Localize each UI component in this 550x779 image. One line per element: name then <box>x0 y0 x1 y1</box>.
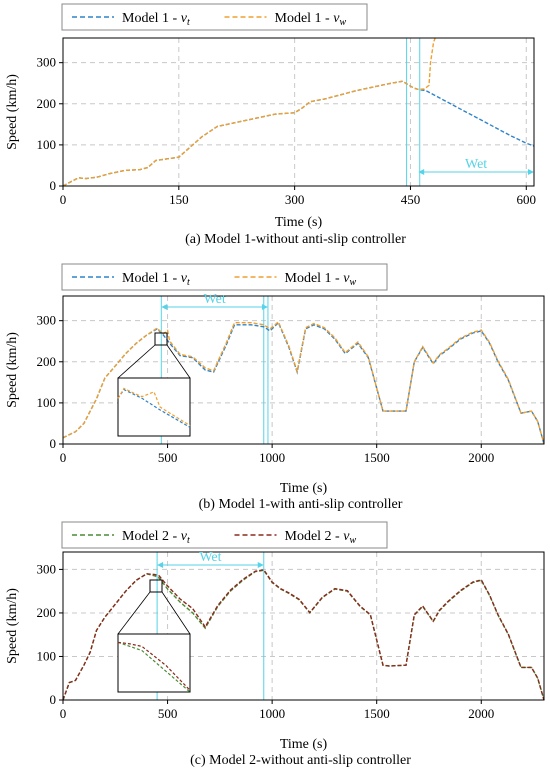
y-axis-label: Speed (km/h) <box>5 74 20 150</box>
legend-label-sub: w <box>339 17 346 28</box>
legend-label-text: Model 2 - <box>122 529 181 544</box>
x-tick-label: 1000 <box>259 450 285 465</box>
x-tick-label: 500 <box>158 706 178 721</box>
inset-series-line-vw <box>117 641 191 691</box>
x-axis-label: Time (s) <box>275 215 323 230</box>
plot-frame <box>62 295 545 445</box>
legend-label-var: v <box>343 529 350 544</box>
zoom-connector <box>117 591 151 635</box>
y-tick-label: 200 <box>37 354 57 369</box>
x-tick-label: 1500 <box>364 450 390 465</box>
wet-arrow-left <box>418 169 425 175</box>
chart-c: 0 500 1000 1500 2000 0 100 200 300 Time (s) Speed … <box>5 521 545 768</box>
legend-label: Model 2 - vw <box>285 529 357 546</box>
y-tick-label: 300 <box>37 55 57 70</box>
zoom-connector <box>166 344 191 379</box>
legend-label: Model 1 - vw <box>285 271 357 288</box>
y-tick-label: 0 <box>50 692 57 707</box>
legend-label: Model 2 - vt <box>122 529 190 546</box>
series-line-vw <box>62 569 545 701</box>
legend-label-var: v <box>333 11 340 26</box>
x-tick-label: 500 <box>158 450 178 465</box>
legend-label-var: v <box>181 11 188 26</box>
inset-series-line-vt <box>117 641 191 693</box>
wet-arrow-left <box>157 562 164 568</box>
y-tick-label: 100 <box>37 395 57 410</box>
y-tick-label: 100 <box>37 137 57 152</box>
legend-label: Model 1 - vt <box>122 271 190 288</box>
legend: Model 1 - vt Model 1 - vw <box>61 3 368 31</box>
legend: Model 2 - vt Model 2 - vw <box>61 521 388 549</box>
legend-label: Model 1 - vt <box>122 11 190 28</box>
legend-label-text: Model 1 - <box>122 11 181 26</box>
wet-label: Wet <box>204 292 226 307</box>
x-tick-label: 0 <box>60 706 67 721</box>
wet-arrow-right <box>257 562 264 568</box>
x-tick-label: 0 <box>60 450 67 465</box>
y-tick-label: 100 <box>37 648 57 663</box>
legend-label-var: v <box>181 271 188 286</box>
wet-arrow-right <box>261 304 268 310</box>
series-line-vw <box>62 37 436 187</box>
legend-label-var: v <box>181 529 188 544</box>
legend-label-text: Model 1 - <box>122 271 181 286</box>
zoom-region-box <box>149 579 163 593</box>
x-tick-label: 150 <box>169 192 189 207</box>
legend-label-text: Model 1 - <box>285 271 344 286</box>
y-tick-label: 0 <box>50 178 57 193</box>
x-axis-label: Time (s) <box>280 737 328 752</box>
inset-box <box>117 633 191 693</box>
legend-label: Model 1 - vw <box>275 11 347 28</box>
x-tick-label: 600 <box>517 192 537 207</box>
zoom-connector <box>117 344 156 379</box>
chart-b: 0 500 1000 1500 2000 0 100 200 300 Time (s) Speed … <box>5 263 545 512</box>
x-tick-label: 0 <box>60 192 67 207</box>
legend-label-text: Model 2 - <box>285 529 344 544</box>
y-tick-label: 300 <box>37 313 57 328</box>
y-axis-label: Speed (km/h) <box>5 332 20 408</box>
zoom-connector <box>161 591 191 635</box>
x-tick-label: 450 <box>401 192 421 207</box>
legend-box <box>61 521 388 549</box>
x-tick-label: 2000 <box>468 450 494 465</box>
legend: Model 1 - vt Model 1 - vw <box>61 263 388 291</box>
x-tick-label: 300 <box>285 192 305 207</box>
legend-label-sub: w <box>349 277 356 288</box>
y-tick-label: 0 <box>50 436 57 451</box>
wet-arrow-right <box>528 169 534 175</box>
legend-label-sub: t <box>187 277 190 288</box>
legend-label-sub: t <box>187 535 190 546</box>
plot-frame <box>62 37 535 187</box>
x-tick-label: 1500 <box>364 706 390 721</box>
x-tick-label: 1000 <box>259 706 285 721</box>
legend-label-sub: w <box>349 535 356 546</box>
inset-box <box>117 377 191 437</box>
chart-caption: (c) Model 2-without anti-slip controller <box>190 753 411 768</box>
legend-label-text: Model 1 - <box>275 11 334 26</box>
zoom-region-box <box>154 332 168 346</box>
y-axis-label: Speed (km/h) <box>5 588 20 664</box>
legend-label-sub: t <box>187 17 190 28</box>
chart-caption: (a) Model 1-without anti-slip controller <box>185 232 406 247</box>
plot-frame <box>62 551 545 701</box>
legend-box <box>61 263 388 291</box>
series-line-vw <box>62 320 545 445</box>
x-axis-label: Time (s) <box>280 481 328 496</box>
inset-series-line-vw <box>117 387 191 427</box>
legend-label-var: v <box>343 271 350 286</box>
wet-label: Wet <box>465 157 487 172</box>
y-tick-label: 200 <box>37 605 57 620</box>
wet-label: Wet <box>199 550 221 565</box>
y-tick-label: 300 <box>37 561 57 576</box>
chart-a: 0 150 300 450 600 0 100 200 300 Time (s) Speed (km… <box>5 3 537 247</box>
wet-arrow-left <box>161 304 168 310</box>
chart-caption: (b) Model 1-with anti-slip controller <box>199 497 403 512</box>
y-tick-label: 200 <box>37 96 57 111</box>
x-tick-label: 2000 <box>468 706 494 721</box>
